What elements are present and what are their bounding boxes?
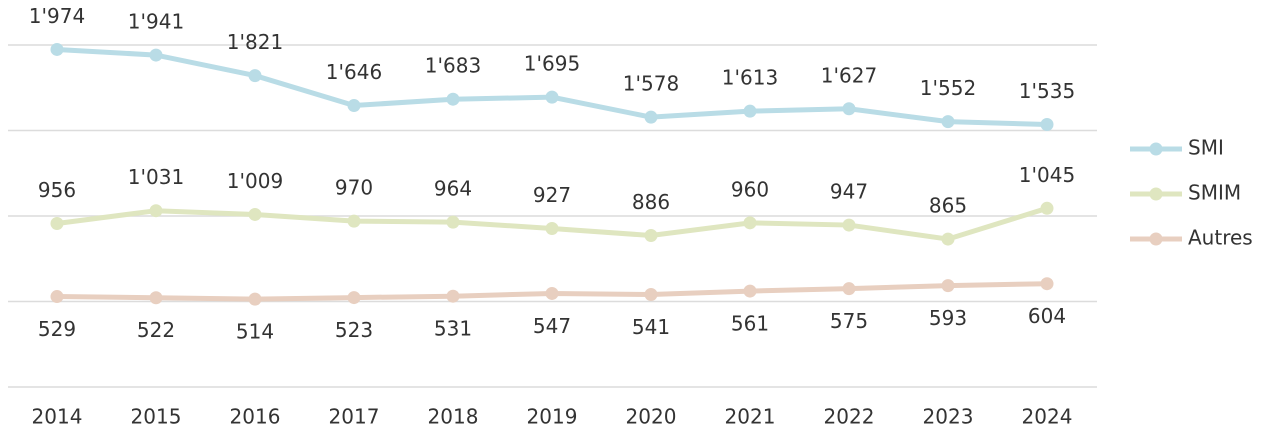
data-label: 1'535 [1019,79,1075,103]
data-label: 541 [632,315,670,339]
data-label: 547 [533,314,571,338]
data-label: 1'552 [920,76,976,100]
data-point [545,90,559,104]
x-tick-label: 2016 [230,405,281,429]
data-label: 1'646 [326,60,382,84]
data-point [347,99,361,113]
x-tick-label: 2020 [626,405,677,429]
data-point [1040,201,1054,215]
data-point [347,214,361,228]
data-label: 604 [1028,304,1066,328]
data-point [644,228,658,242]
legend-label: SMI [1188,136,1224,160]
legend-marker [1149,232,1163,246]
data-label: 522 [137,318,175,342]
data-label: 1'683 [425,54,481,78]
data-point [743,216,757,230]
x-tick-label: 2017 [329,405,380,429]
data-label: 1'045 [1019,163,1075,187]
data-point [842,282,856,296]
data-label: 1'578 [623,72,679,96]
x-tick-label: 2021 [725,405,776,429]
data-label: 1'941 [128,10,184,34]
data-label: 1'009 [227,169,283,193]
data-label: 1'627 [821,63,877,87]
data-point [941,279,955,293]
data-point [50,42,64,56]
data-label: 523 [335,318,373,342]
data-label: 947 [830,180,868,204]
data-label: 575 [830,309,868,333]
data-point [50,217,64,231]
data-label: 1'031 [128,165,184,189]
data-label: 1'974 [29,4,85,28]
x-tick-label: 2014 [32,405,83,429]
data-point [644,287,658,301]
data-label: 1'613 [722,66,778,90]
data-label: 531 [434,317,472,341]
data-point [149,204,163,218]
data-label: 593 [929,306,967,330]
data-label: 514 [236,320,274,344]
x-tick-label: 2024 [1022,405,1073,429]
data-label: 865 [929,194,967,218]
data-point [50,290,64,304]
x-tick-label: 2018 [428,405,479,429]
data-label: 886 [632,190,670,214]
data-point [446,289,460,303]
data-point [743,104,757,118]
data-point [644,110,658,124]
data-point [446,92,460,106]
data-label: 1'821 [227,30,283,54]
data-point [248,292,262,306]
data-point [248,69,262,83]
data-point [545,221,559,235]
data-point [1040,277,1054,291]
data-label: 927 [533,183,571,207]
data-label: 1'695 [524,52,580,76]
x-tick-label: 2015 [131,405,182,429]
x-tick-label: 2019 [527,405,578,429]
data-label: 561 [731,312,769,336]
data-point [149,291,163,305]
legend-marker [1149,142,1163,156]
data-point [941,115,955,129]
data-label: 956 [38,178,76,202]
data-point [941,232,955,246]
data-point [545,286,559,300]
data-point [446,215,460,229]
data-label: 960 [731,177,769,201]
x-tick-label: 2023 [923,405,974,429]
data-point [842,218,856,232]
data-point [347,291,361,305]
legend-label: SMIM [1188,181,1241,205]
data-label: 529 [38,317,76,341]
data-label: 970 [335,176,373,200]
data-point [1040,118,1054,132]
data-point [743,284,757,298]
legend-marker [1149,187,1163,201]
data-label: 964 [434,177,472,201]
x-tick-label: 2022 [824,405,875,429]
legend-label: Autres [1188,226,1253,250]
data-point [842,102,856,116]
data-point [149,48,163,62]
data-point [248,207,262,221]
